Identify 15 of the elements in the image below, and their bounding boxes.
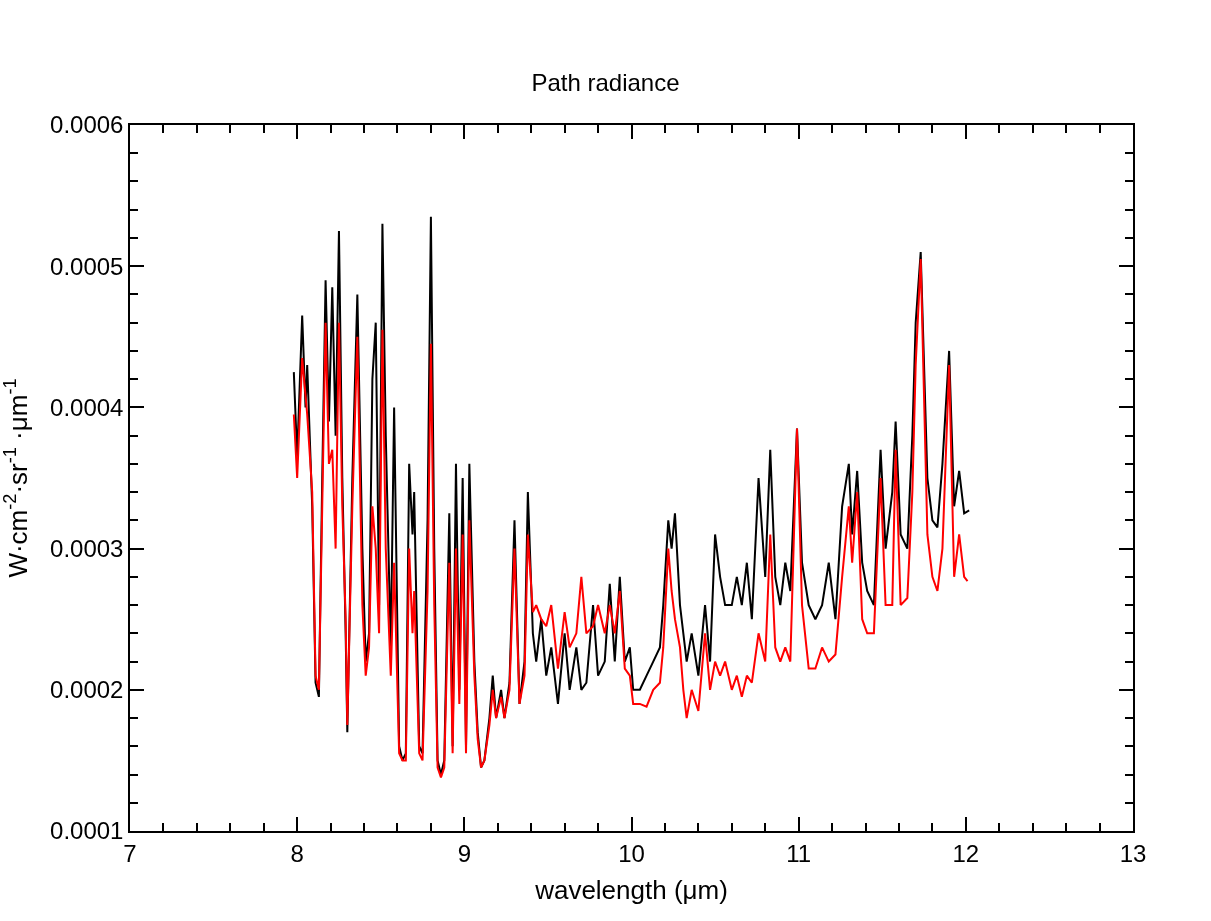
x-tick-label: 13 (1119, 839, 1147, 867)
y-tick-label: 0.0003 (50, 535, 124, 562)
x-tick-label: 8 (290, 839, 304, 867)
chart-title: Path radiance (531, 69, 680, 97)
x-axis-title: wavelength (μm) (534, 874, 728, 905)
y-tick-label: 0.0004 (50, 393, 124, 421)
x-tick-label: 9 (457, 839, 472, 867)
x-tick-label: 7 (123, 839, 137, 867)
x-tick-label: 12 (952, 839, 980, 867)
y-tick-label: 0.0006 (50, 111, 124, 139)
x-tick-label: 11 (786, 839, 812, 867)
y-tick-label: 0.0002 (50, 676, 124, 704)
y-tick-label: 0.0005 (50, 252, 124, 280)
x-tick-label: 10 (618, 839, 645, 867)
y-tick-label: 0.0001 (50, 817, 124, 845)
